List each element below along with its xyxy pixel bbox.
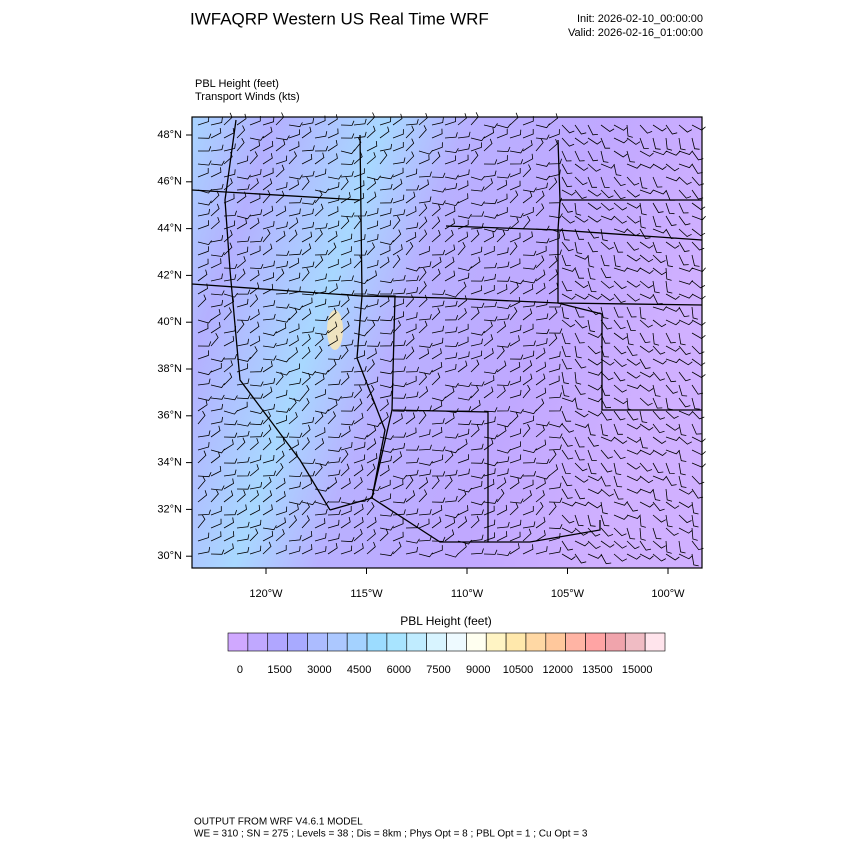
colorbar-box — [565, 632, 586, 652]
lon-label: 105°W — [551, 588, 585, 600]
colorbar-box — [267, 632, 288, 652]
lon-label: 115°W — [350, 588, 383, 600]
colorbar-box — [505, 632, 527, 652]
field-label: PBL Height (feet) — [195, 78, 279, 90]
colorbar-box — [366, 632, 388, 652]
colorbar-label: 13500 — [582, 664, 613, 676]
lat-label: 34°N — [157, 457, 182, 469]
init-time: Init: 2026-02-10_00:00:00 — [577, 13, 703, 25]
colorbar-box — [485, 632, 507, 652]
colorbar-box — [386, 632, 408, 652]
colorbar-label: 10500 — [503, 664, 534, 676]
lat-label: 46°N — [157, 176, 182, 188]
colorbar-box — [227, 632, 249, 652]
wind-label: Transport Winds (kts) — [195, 91, 300, 103]
lon-label: 100°W — [651, 588, 685, 600]
field-hotspot — [327, 310, 343, 350]
lat-label: 36°N — [157, 410, 182, 422]
colorbar-box — [307, 632, 328, 652]
footer-line: OUTPUT FROM WRF V4.6.1 MODEL — [194, 817, 363, 828]
colorbar-box — [545, 632, 566, 652]
colorbar-label: 15000 — [622, 664, 653, 676]
lat-label: 48°N — [157, 129, 182, 141]
lat-label: 44°N — [157, 223, 182, 235]
colorbar-box — [644, 632, 666, 652]
colorbar-label: 12000 — [542, 664, 573, 676]
colorbar-box — [466, 632, 487, 652]
footer-line: WE = 310 ; SN = 275 ; Levels = 38 ; Dis … — [194, 829, 588, 840]
lat-label: 30°N — [157, 550, 182, 562]
colorbar: 0 1500 3000 4500 6000 7500 9000 10500 12000 13500… — [227, 632, 666, 676]
lat-axis: 48°N 46°N 44°N 42°N 40°N 38°N 36°N 34°N 32°N 30°N — [157, 129, 192, 562]
lon-label: 110°W — [451, 588, 484, 600]
barb-field — [197, 112, 706, 567]
colorbar-box — [605, 632, 626, 652]
colorbar-label: 6000 — [387, 664, 411, 676]
colorbar-label: 4500 — [347, 664, 371, 676]
lat-label: 42°N — [157, 269, 182, 281]
colorbar-box — [446, 632, 467, 652]
colorbar-label: 0 — [237, 664, 243, 676]
colorbar-box — [287, 632, 308, 652]
colorbar-box — [346, 632, 368, 652]
borders — [191, 119, 703, 543]
lon-label: 120°W — [249, 588, 283, 600]
colorbar-label: 9000 — [466, 664, 490, 676]
colorbar-box — [247, 632, 269, 652]
valid-time: Valid: 2026-02-16_01:00:00 — [568, 27, 703, 39]
wind-barbs — [197, 112, 706, 567]
colorbar-label: 7500 — [426, 664, 450, 676]
lat-label: 32°N — [157, 503, 182, 515]
lat-label: 38°N — [157, 363, 182, 375]
colorbar-label: 3000 — [307, 664, 331, 676]
lon-axis: 120°W 115°W 110°W 105°W 100°W — [249, 568, 685, 600]
colorbar-box — [426, 632, 447, 652]
lat-label: 40°N — [157, 316, 182, 328]
map-field — [192, 117, 702, 568]
map-frame — [191, 116, 703, 569]
colorbar-box — [525, 632, 547, 652]
colorbar-box — [327, 632, 348, 652]
colorbar-box — [406, 632, 427, 652]
colorbar-box — [624, 632, 646, 652]
title: IWFAQRP Western US Real Time WRF — [190, 9, 489, 28]
colorbar-label: 1500 — [267, 664, 291, 676]
colorbar-box — [585, 632, 606, 652]
colorbar-title: PBL Height (feet) — [400, 614, 492, 628]
